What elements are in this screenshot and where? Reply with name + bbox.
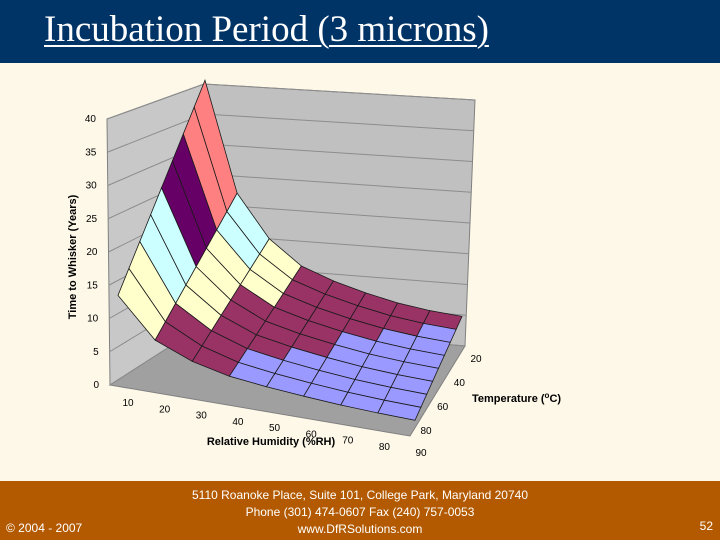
- z-tick-label: 20: [470, 354, 482, 365]
- y-tick-label: 25: [86, 214, 98, 225]
- address-line: 5110 Roanoke Place, Suite 101, College P…: [192, 488, 528, 502]
- x-tick-label: 10: [122, 398, 134, 409]
- phone-line: Phone (301) 474-0607 Fax (240) 757-0053: [245, 505, 475, 519]
- y-axis-title: Time to Whisker (Years): [67, 194, 79, 319]
- y-tick-label: 35: [85, 147, 97, 158]
- address-block: 5110 Roanoke Place, Suite 101, College P…: [155, 487, 565, 538]
- z-axis-title: Temperature (oC): [472, 391, 561, 405]
- x-tick-label: 40: [232, 417, 244, 428]
- x-tick-label: 50: [269, 423, 281, 434]
- y-tick-label: 15: [87, 280, 99, 291]
- x-tick-label: 30: [196, 411, 208, 422]
- y-tick-label: 30: [86, 181, 98, 192]
- surface-chart: 0 5 10 15 20 25 30 35 40 10 20 30 40 50 60 70 80 90 20 40 60…: [67, 79, 561, 459]
- x-tick-label: 20: [159, 404, 171, 415]
- title-bar: Incubation Period (3 microns): [0, 0, 720, 63]
- page-number: 52: [699, 519, 713, 533]
- y-tick-label: 20: [86, 247, 98, 258]
- x-tick-label: 90: [415, 448, 427, 459]
- copyright-text: © 2004 - 2007: [6, 521, 83, 535]
- y-tick-label: 10: [87, 314, 99, 325]
- website-link[interactable]: www.DfRSolutions.com: [297, 522, 423, 536]
- slide-title: Incubation Period (3 microns): [44, 9, 489, 50]
- x-tick-label: 70: [342, 436, 354, 447]
- x-tick-label: 60: [306, 429, 318, 440]
- footer: © 2004 - 2007 5110 Roanoke Place, Suite …: [0, 481, 720, 540]
- y-tick-label: 0: [93, 380, 99, 391]
- z-tick-label: 60: [437, 402, 449, 413]
- y-tick-label: 40: [85, 114, 97, 125]
- x-tick-label: 80: [379, 442, 391, 453]
- surface-cell: [377, 399, 422, 421]
- x-axis-title: Relative Humidity (%RH): [207, 436, 336, 448]
- y-tick-label: 5: [93, 347, 99, 358]
- z-tick-label: 80: [420, 426, 432, 437]
- z-tick-label: 40: [454, 378, 466, 389]
